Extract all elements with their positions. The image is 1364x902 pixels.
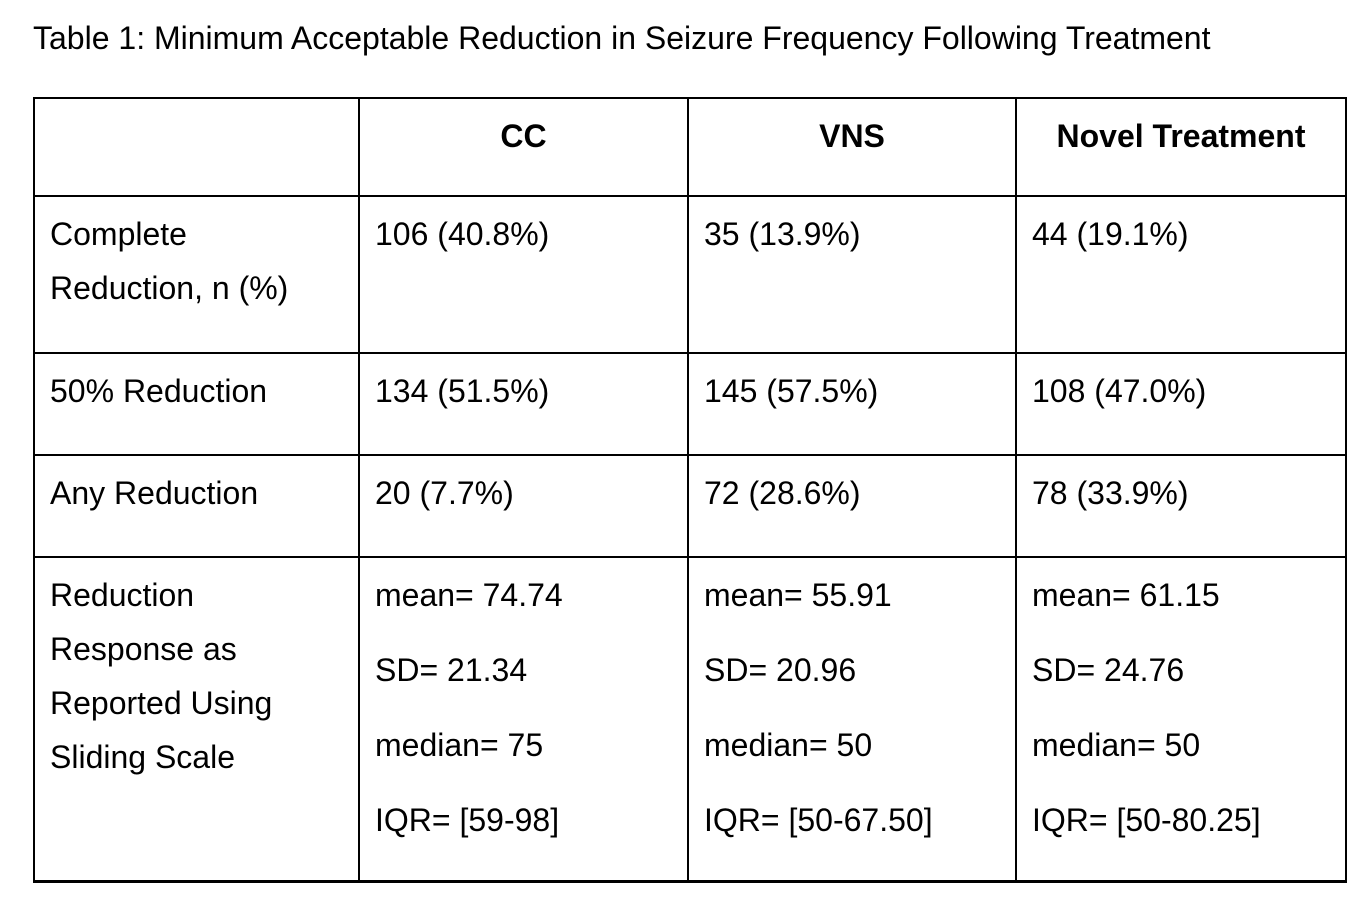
row-label-cell: Any Reduction [33, 454, 360, 558]
stat-iqr: IQR= [59-98] [375, 802, 560, 838]
data-cell-novel: 44 (19.1%) [1015, 195, 1347, 354]
stat-median: median= 75 [375, 727, 544, 763]
row-label-cell: Complete Reduction, n (%) [33, 195, 360, 354]
header-row: CC VNS Novel Treatment [33, 97, 1347, 197]
table-row-sliding-scale: Reduction Response as Reported Using Sli… [33, 556, 1347, 882]
stat-median: median= 50 [704, 727, 873, 763]
stat-mean: mean= 74.74 [375, 577, 563, 613]
data-cell-novel: 78 (33.9%) [1015, 454, 1347, 558]
stats-cell-novel: mean= 61.15 SD= 24.76 median= 50 IQR= [5… [1015, 556, 1347, 882]
stats-cell-cc: mean= 74.74 SD= 21.34 median= 75 IQR= [5… [358, 556, 689, 882]
table-row-any-reduction: Any Reduction 20 (7.7%) 72 (28.6%) 78 (3… [33, 454, 1347, 558]
data-cell-cc: 20 (7.7%) [358, 454, 689, 558]
stat-sd: SD= 21.34 [375, 652, 528, 688]
header-cell-empty [33, 97, 360, 197]
stat-median: median= 50 [1032, 727, 1201, 763]
data-cell-novel: 108 (47.0%) [1015, 352, 1347, 456]
stat-iqr: IQR= [50-80.25] [1032, 802, 1261, 838]
stat-mean: mean= 61.15 [1032, 577, 1220, 613]
stat-mean: mean= 55.91 [704, 577, 892, 613]
row-label-cell: Reduction Response as Reported Using Sli… [33, 556, 360, 882]
table-row-50pct-reduction: 50% Reduction 134 (51.5%) 145 (57.5%) 10… [33, 352, 1347, 456]
stat-sd: SD= 20.96 [704, 652, 857, 688]
data-cell-cc: 106 (40.8%) [358, 195, 689, 354]
table-caption: Table 1: Minimum Acceptable Reduction in… [33, 20, 1211, 56]
data-cell-cc: 134 (51.5%) [358, 352, 689, 456]
stats-cell-vns: mean= 55.91 SD= 20.96 median= 50 IQR= [5… [687, 556, 1017, 882]
data-cell-vns: 72 (28.6%) [687, 454, 1017, 558]
results-table: CC VNS Novel Treatment Complete Reductio… [33, 97, 1347, 883]
header-cell-cc: CC [358, 97, 689, 197]
data-cell-vns: 145 (57.5%) [687, 352, 1017, 456]
header-cell-vns: VNS [687, 97, 1017, 197]
data-cell-vns: 35 (13.9%) [687, 195, 1017, 354]
stat-iqr: IQR= [50-67.50] [704, 802, 933, 838]
table-row-complete-reduction: Complete Reduction, n (%) 106 (40.8%) 35… [33, 195, 1347, 354]
header-cell-novel-treatment: Novel Treatment [1015, 97, 1347, 197]
row-label-cell: 50% Reduction [33, 352, 360, 456]
stat-sd: SD= 24.76 [1032, 652, 1185, 688]
